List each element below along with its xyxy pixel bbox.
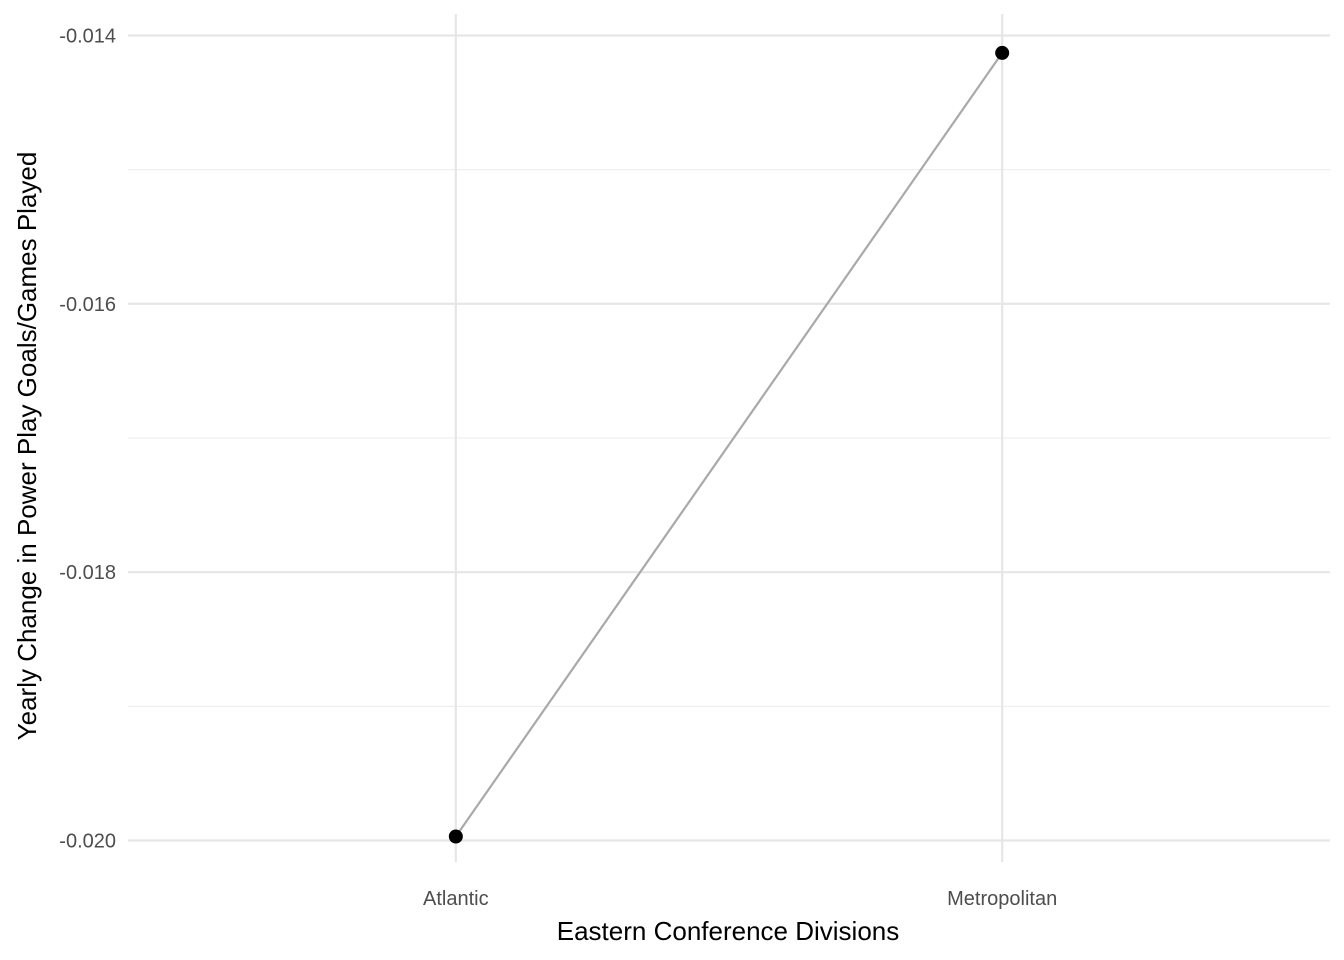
series-line [454, 52, 1004, 838]
y-axis-title: Yearly Change in Power Play Goals/Games … [12, 152, 42, 741]
series-layer [448, 45, 1010, 844]
y-tick-label: -0.018 [59, 562, 116, 584]
y-tick-label: -0.016 [59, 294, 116, 316]
x-tick-label-atlantic: Atlantic [423, 888, 489, 910]
y-tick-label: -0.014 [59, 25, 116, 47]
x-tick-label-layer: Atlantic Metropolitan [423, 888, 1057, 910]
y-tick-label-layer: -0.020 -0.018 -0.016 -0.014 [59, 25, 116, 852]
data-point-atlantic [448, 829, 463, 844]
x-axis-title: Eastern Conference Divisions [557, 916, 900, 946]
y-tick-label: -0.020 [59, 831, 116, 853]
grid-minor-layer [128, 168, 1330, 708]
data-point-metropolitan [995, 45, 1010, 60]
x-tick-label-metropolitan: Metropolitan [947, 888, 1057, 910]
grid-major-layer [128, 14, 1330, 862]
